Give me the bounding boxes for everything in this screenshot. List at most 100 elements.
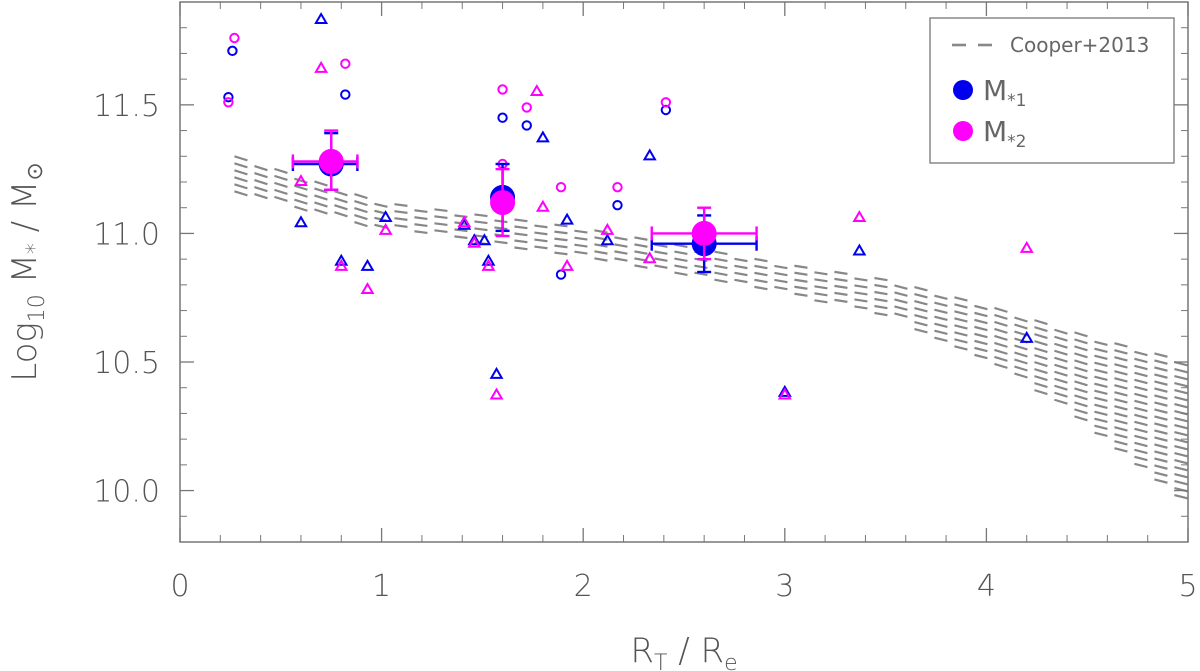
band-dash	[1014, 344, 1028, 351]
band-dash	[614, 250, 628, 255]
x-tick-label: 0	[170, 569, 189, 604]
plot-frame	[179, 1, 1189, 543]
band-dash	[1114, 356, 1128, 362]
band-dash	[1114, 384, 1128, 390]
band-dash	[454, 235, 468, 240]
band-dash	[294, 191, 308, 198]
band-dash	[1054, 377, 1068, 384]
band-dash	[1074, 338, 1088, 345]
m-1-triangles-point	[560, 212, 575, 225]
band-dash	[454, 228, 468, 233]
band-dash	[254, 165, 268, 172]
m-2-binned-point	[490, 190, 516, 216]
band-dash	[694, 264, 708, 270]
band-dash	[1074, 373, 1088, 380]
band-dash	[714, 250, 728, 256]
band-dash	[334, 204, 348, 211]
band-dash	[794, 278, 808, 283]
band-dash	[914, 328, 928, 334]
band-dash	[1054, 370, 1068, 377]
band-dash	[954, 345, 968, 351]
band-dash	[834, 298, 848, 303]
band-dash	[674, 271, 688, 276]
band-dash	[334, 190, 348, 197]
band-dash	[914, 314, 928, 320]
band-dash	[1134, 413, 1148, 420]
band-dash	[594, 257, 608, 262]
band-dash	[994, 320, 1008, 327]
band-dash	[514, 246, 528, 251]
band-dash	[254, 186, 268, 193]
band-dash	[1074, 359, 1088, 366]
band-dash	[1174, 374, 1188, 381]
band-dash	[874, 297, 888, 303]
band-dash	[314, 208, 328, 215]
band-dash	[554, 223, 568, 228]
band-dash	[1134, 448, 1148, 455]
band-dash	[354, 199, 368, 207]
band-dash	[474, 220, 488, 225]
band-dash	[1034, 340, 1048, 347]
band-dash	[594, 250, 608, 255]
band-dash	[1054, 335, 1068, 342]
band-dash	[774, 285, 788, 291]
m-2-triangles-point	[457, 215, 472, 228]
band-dash	[1114, 370, 1128, 376]
m-1-triangles-point	[314, 12, 329, 25]
band-dash	[1114, 349, 1128, 355]
band-dash	[234, 169, 248, 176]
band-dash	[234, 162, 248, 169]
band-dash	[814, 299, 828, 304]
band-dash	[1054, 342, 1068, 349]
band-dash	[734, 271, 748, 277]
band-dash	[734, 278, 748, 284]
band-dash	[294, 205, 308, 212]
m-2-triangles-point	[535, 199, 550, 212]
band-dash	[1054, 349, 1068, 356]
m-2-triangles-point	[852, 210, 867, 223]
band-dash	[1114, 398, 1128, 404]
band-dash	[434, 222, 448, 227]
band-dash	[1094, 424, 1108, 431]
band-dash	[634, 236, 648, 241]
band-dash	[834, 277, 848, 282]
band-dash	[1174, 465, 1188, 472]
m-1-triangles-point	[360, 258, 375, 271]
band-dash	[1154, 415, 1168, 421]
band-dash	[1154, 394, 1168, 400]
band-dash	[1114, 342, 1128, 348]
band-dash	[1154, 464, 1168, 470]
band-dash	[994, 355, 1008, 362]
band-dash	[1094, 368, 1108, 375]
band-dash	[934, 329, 948, 336]
band-dash	[974, 332, 988, 339]
band-dash	[814, 271, 828, 276]
band-dash	[1174, 395, 1188, 402]
band-dash	[1094, 389, 1108, 396]
band-dash	[1054, 384, 1068, 391]
band-dash	[574, 250, 588, 255]
y-tick-label: 11.5	[93, 89, 160, 124]
band-dash	[1174, 381, 1188, 388]
x-tick-label: 5	[1178, 569, 1197, 604]
m-2-triangles-point	[642, 251, 657, 264]
band-dash	[1174, 444, 1188, 451]
m-1-open-circles-point	[555, 269, 567, 280]
band-dash	[1014, 365, 1028, 372]
band-dash	[1174, 388, 1188, 395]
band-dash	[1134, 371, 1148, 378]
m-2-triangles-point	[334, 258, 349, 271]
band-dash	[994, 313, 1008, 320]
band-dash	[654, 264, 668, 269]
band-dash	[774, 264, 788, 270]
m-2-triangles-point	[481, 258, 496, 271]
band-dash	[754, 285, 768, 291]
band-dash	[694, 271, 708, 277]
band-dash	[914, 307, 928, 313]
band-dash	[254, 172, 268, 179]
band-dash	[314, 201, 328, 208]
band-dash	[854, 291, 868, 296]
band-dash	[894, 284, 908, 290]
band-dash	[1114, 447, 1128, 453]
